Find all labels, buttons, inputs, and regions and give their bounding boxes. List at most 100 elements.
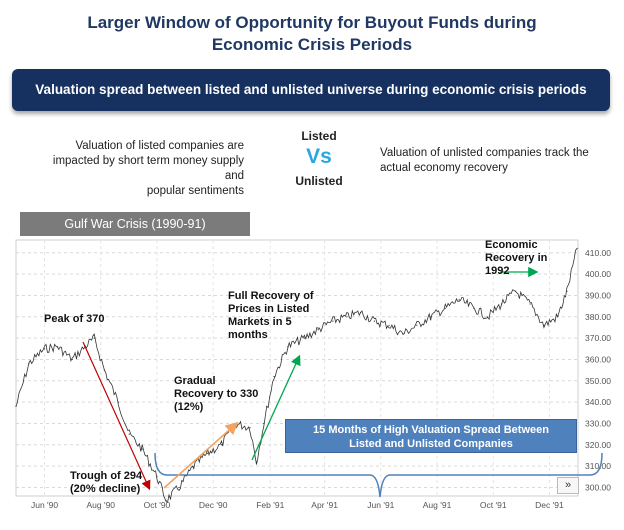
gradual-line-3: (12%) <box>174 401 204 413</box>
econ-line-3: 1992 <box>485 265 510 277</box>
listed-desc-line-3: popular sentiments <box>146 185 244 197</box>
data-point <box>44 348 46 350</box>
unlisted-label: Unlisted <box>295 174 343 188</box>
data-point <box>303 337 305 339</box>
decline-arrow <box>82 341 151 491</box>
listed-desc-line-2: impacted by short term money supply and <box>52 155 244 182</box>
gradual-line-1: Gradual <box>174 375 216 387</box>
data-point <box>220 444 223 446</box>
page-title: Larger Window of Opportunity for Buyout … <box>0 12 624 56</box>
full-line-2: Prices in Listed <box>228 303 310 315</box>
peak-annotation: Peak of 370 <box>44 313 105 325</box>
data-point <box>15 405 17 407</box>
data-point <box>317 329 319 331</box>
data-point <box>207 452 209 454</box>
spread-line-2: Listed and Unlisted Companies <box>349 438 513 450</box>
data-point <box>444 307 446 309</box>
data-point <box>557 316 559 318</box>
y-tick-label: 310.00 <box>585 461 611 471</box>
x-tick-label: Dec '90 <box>199 500 228 510</box>
x-tick-label: Jun '90 <box>31 500 58 510</box>
y-axis-ticks: 300.00 310.00 320.00 330.00 340.00 350.00 360.… <box>585 248 611 493</box>
full-recovery-arrow <box>251 354 301 461</box>
data-point <box>249 427 251 429</box>
data-point <box>402 333 404 335</box>
y-tick-label: 370.00 <box>585 333 611 343</box>
spread-brace <box>154 452 603 498</box>
y-tick-label: 410.00 <box>585 248 611 258</box>
data-point <box>93 337 95 339</box>
vertical-grid <box>44 240 550 496</box>
data-point <box>346 316 348 318</box>
x-tick-label: Oct '91 <box>480 500 507 510</box>
crisis-period-tag: Gulf War Crisis (1990-91) <box>20 212 250 236</box>
data-point <box>165 499 167 501</box>
y-tick-label: 330.00 <box>585 418 611 428</box>
series-line <box>15 248 578 503</box>
data-point <box>458 299 460 301</box>
data-point <box>566 290 568 292</box>
full-recovery-annotation: Full Recovery of Prices in Listed Market… <box>228 290 314 342</box>
data-point <box>373 320 375 322</box>
data-point <box>473 307 475 309</box>
data-point <box>71 358 73 361</box>
data-point <box>576 247 578 250</box>
section-banner: Valuation spread between listed and unli… <box>12 69 610 111</box>
x-tick-label: Aug '90 <box>86 500 115 510</box>
x-axis-ticks: Jun '90 Aug '90 Oct '90 Dec '90 Feb '91 Apr '… <box>31 500 564 510</box>
plot-frame <box>15 239 579 497</box>
data-point <box>263 422 265 425</box>
unlisted-desc-line-2: actual economy recovery <box>380 162 508 174</box>
x-tick-label: Apr '91 <box>311 500 338 510</box>
listed-desc-line-1: Valuation of listed companies are <box>75 140 244 152</box>
data-point <box>332 320 334 322</box>
y-tick-label: 400.00 <box>585 269 611 279</box>
data-point <box>500 303 503 305</box>
series-layer <box>15 247 578 503</box>
data-point <box>529 303 531 305</box>
data-point <box>103 369 105 371</box>
chart-scroll-button[interactable]: » <box>557 477 579 494</box>
data-point <box>28 363 30 365</box>
full-line-1: Full Recovery of <box>228 290 314 302</box>
x-tick-label: Dec '91 <box>535 500 564 510</box>
y-tick-label: 390.00 <box>585 290 611 300</box>
data-point <box>178 486 180 489</box>
data-point <box>128 433 130 435</box>
y-tick-label: 320.00 <box>585 440 611 450</box>
data-point <box>543 324 545 326</box>
data-point <box>416 324 418 326</box>
trough-line-2: (20% decline) <box>70 483 141 495</box>
econ-line-2: Recovery in <box>485 252 548 264</box>
gradual-recovery-arrow <box>163 421 239 489</box>
data-point <box>487 316 489 318</box>
full-line-3: Markets in 5 <box>228 316 292 328</box>
gradual-line-2: Recovery to 330 <box>174 388 259 400</box>
vs-label: Vs <box>306 145 332 168</box>
data-point <box>117 401 119 403</box>
data-point <box>287 346 289 348</box>
y-tick-label: 350.00 <box>585 376 611 386</box>
x-tick-label: Oct '90 <box>144 500 171 510</box>
data-point <box>514 290 517 292</box>
y-tick-label: 300.00 <box>585 482 611 492</box>
spread-line-1: 15 Months of High Valuation Spread Betwe… <box>313 424 549 436</box>
valuation-spread-box: 15 Months of High Valuation Spread Betwe… <box>285 419 577 453</box>
trough-line-1: Trough of 294 <box>70 470 143 482</box>
data-point <box>56 346 59 348</box>
data-point <box>273 375 275 378</box>
data-point <box>388 324 390 326</box>
title-line-2: Economic Crisis Periods <box>211 35 413 54</box>
listed-label: Listed <box>301 129 337 143</box>
gradual-recovery-annotation: Gradual Recovery to 330 (12%) <box>174 375 258 414</box>
data-point <box>430 316 432 318</box>
trough-annotation: Trough of 294 (20% decline) <box>70 470 142 496</box>
econ-line-1: Economic <box>485 239 538 251</box>
data-point <box>360 311 362 314</box>
x-tick-label: Jun '91 <box>367 500 394 510</box>
economic-recovery-annotation: Economic Recovery in 1992 <box>485 239 547 278</box>
unlisted-description: Valuation of unlisted companies track th… <box>380 146 610 176</box>
title-line-1: Larger Window of Opportunity for Buyout … <box>87 13 537 32</box>
y-tick-label: 340.00 <box>585 397 611 407</box>
unlisted-desc-line-1: Valuation of unlisted companies track th… <box>380 147 589 159</box>
